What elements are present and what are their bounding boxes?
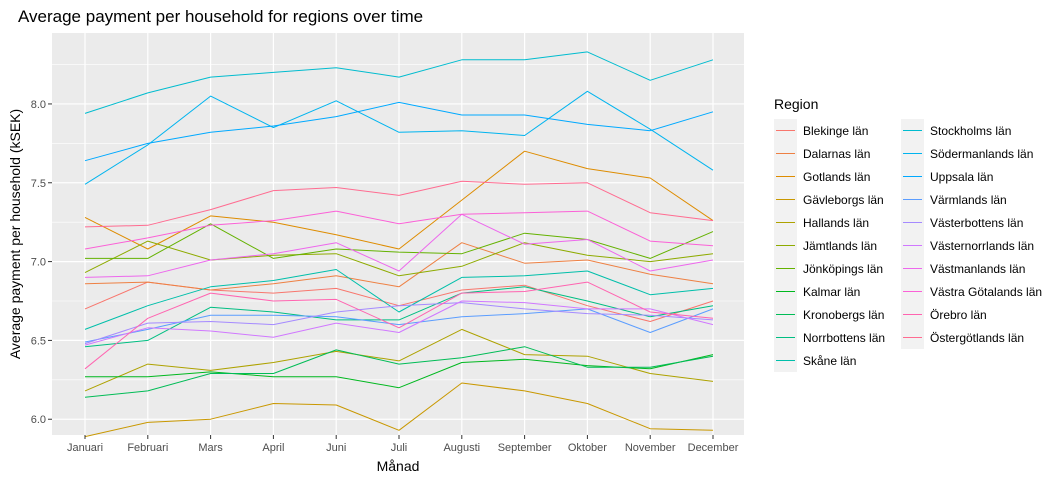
series-lines bbox=[84, 51, 714, 438]
legend-label: Blekinge län bbox=[803, 124, 868, 138]
x-tick-label: Augusti bbox=[443, 442, 480, 454]
x-tick-label: November bbox=[625, 442, 676, 454]
legend-label: Gotlands län bbox=[803, 170, 870, 184]
legend-label: Kalmar län bbox=[803, 285, 860, 299]
y-tick-label: 7.0 bbox=[31, 257, 46, 269]
major-gridlines bbox=[52, 33, 744, 435]
legend-label: Östergötlands län bbox=[930, 331, 1024, 345]
legend-label: Dalarnas län bbox=[803, 147, 870, 161]
series-line bbox=[85, 354, 714, 389]
legend-label: Västmanlands län bbox=[930, 262, 1025, 276]
series-line bbox=[84, 308, 714, 343]
series-line bbox=[84, 101, 714, 162]
series-line bbox=[84, 240, 714, 277]
series-line bbox=[84, 328, 714, 392]
series-line bbox=[84, 210, 714, 250]
series-line bbox=[84, 242, 714, 291]
legend-label: Skåne län bbox=[803, 354, 856, 368]
y-tick-label: 6.0 bbox=[31, 414, 46, 426]
x-tick-label: Oktober bbox=[568, 442, 607, 454]
series-line bbox=[84, 51, 714, 114]
x-tick-label: Juli bbox=[391, 442, 408, 454]
x-tick-label: April bbox=[262, 442, 284, 454]
legend-label: Hallands län bbox=[803, 216, 869, 230]
legend-label: Jämtlands län bbox=[803, 239, 877, 253]
legend-label: Gävleborgs län bbox=[803, 193, 884, 207]
legend-label: Västra Götalands län bbox=[930, 285, 1042, 299]
x-tick-label: Januari bbox=[67, 442, 103, 454]
plot-panel bbox=[52, 33, 744, 435]
legend: Region Blekinge län Dalarnas län Gotlands … bbox=[774, 96, 1042, 372]
y-axis: 6.0 6.5 7.0 7.5 8.0 bbox=[31, 99, 52, 426]
x-tick-label: Mars bbox=[198, 442, 223, 454]
y-tick-label: 7.5 bbox=[31, 178, 46, 190]
series-line bbox=[84, 302, 714, 345]
x-tick-label: Juni bbox=[326, 442, 346, 454]
series-line bbox=[85, 223, 714, 259]
legend-label: Uppsala län bbox=[930, 170, 993, 184]
x-axis-title: Månad bbox=[377, 458, 420, 474]
series-line bbox=[84, 150, 714, 250]
series-line bbox=[84, 269, 714, 330]
chart-title: Average payment per household for region… bbox=[18, 7, 423, 26]
series-line bbox=[84, 346, 714, 398]
legend-label: Västerbottens län bbox=[930, 216, 1023, 230]
legend-label: Örebro län bbox=[930, 308, 987, 322]
series-line bbox=[84, 286, 714, 348]
legend-label: Jönköpings län bbox=[803, 262, 883, 276]
series-line bbox=[84, 382, 714, 438]
minor-gridlines bbox=[52, 64, 744, 381]
series-line bbox=[84, 180, 714, 228]
x-tick-label: December bbox=[688, 442, 739, 454]
legend-label: Kronobergs län bbox=[803, 308, 884, 322]
series-line bbox=[84, 90, 714, 185]
series-line bbox=[84, 300, 714, 346]
legend-title: Region bbox=[774, 96, 818, 112]
x-tick-label: Februari bbox=[127, 442, 168, 454]
legend-label: Södermanlands län bbox=[930, 147, 1033, 161]
legend-items: Blekinge län Dalarnas län Gotlands län Gävl… bbox=[774, 119, 1042, 372]
y-axis-title: Average payment per household (kSEK) bbox=[7, 109, 23, 359]
x-axis: Januari Februari Mars April Juni Juli Augusti S… bbox=[67, 435, 739, 454]
legend-label: Stockholms län bbox=[930, 124, 1011, 138]
legend-label: Värmlands län bbox=[930, 193, 1007, 207]
y-tick-label: 6.5 bbox=[31, 335, 46, 347]
series-line bbox=[84, 281, 714, 370]
series-line bbox=[84, 213, 714, 278]
y-tick-label: 8.0 bbox=[31, 99, 46, 111]
legend-label: Norrbottens län bbox=[803, 331, 885, 345]
x-tick-label: September bbox=[498, 442, 552, 454]
legend-label: Västernorrlands län bbox=[930, 239, 1034, 253]
